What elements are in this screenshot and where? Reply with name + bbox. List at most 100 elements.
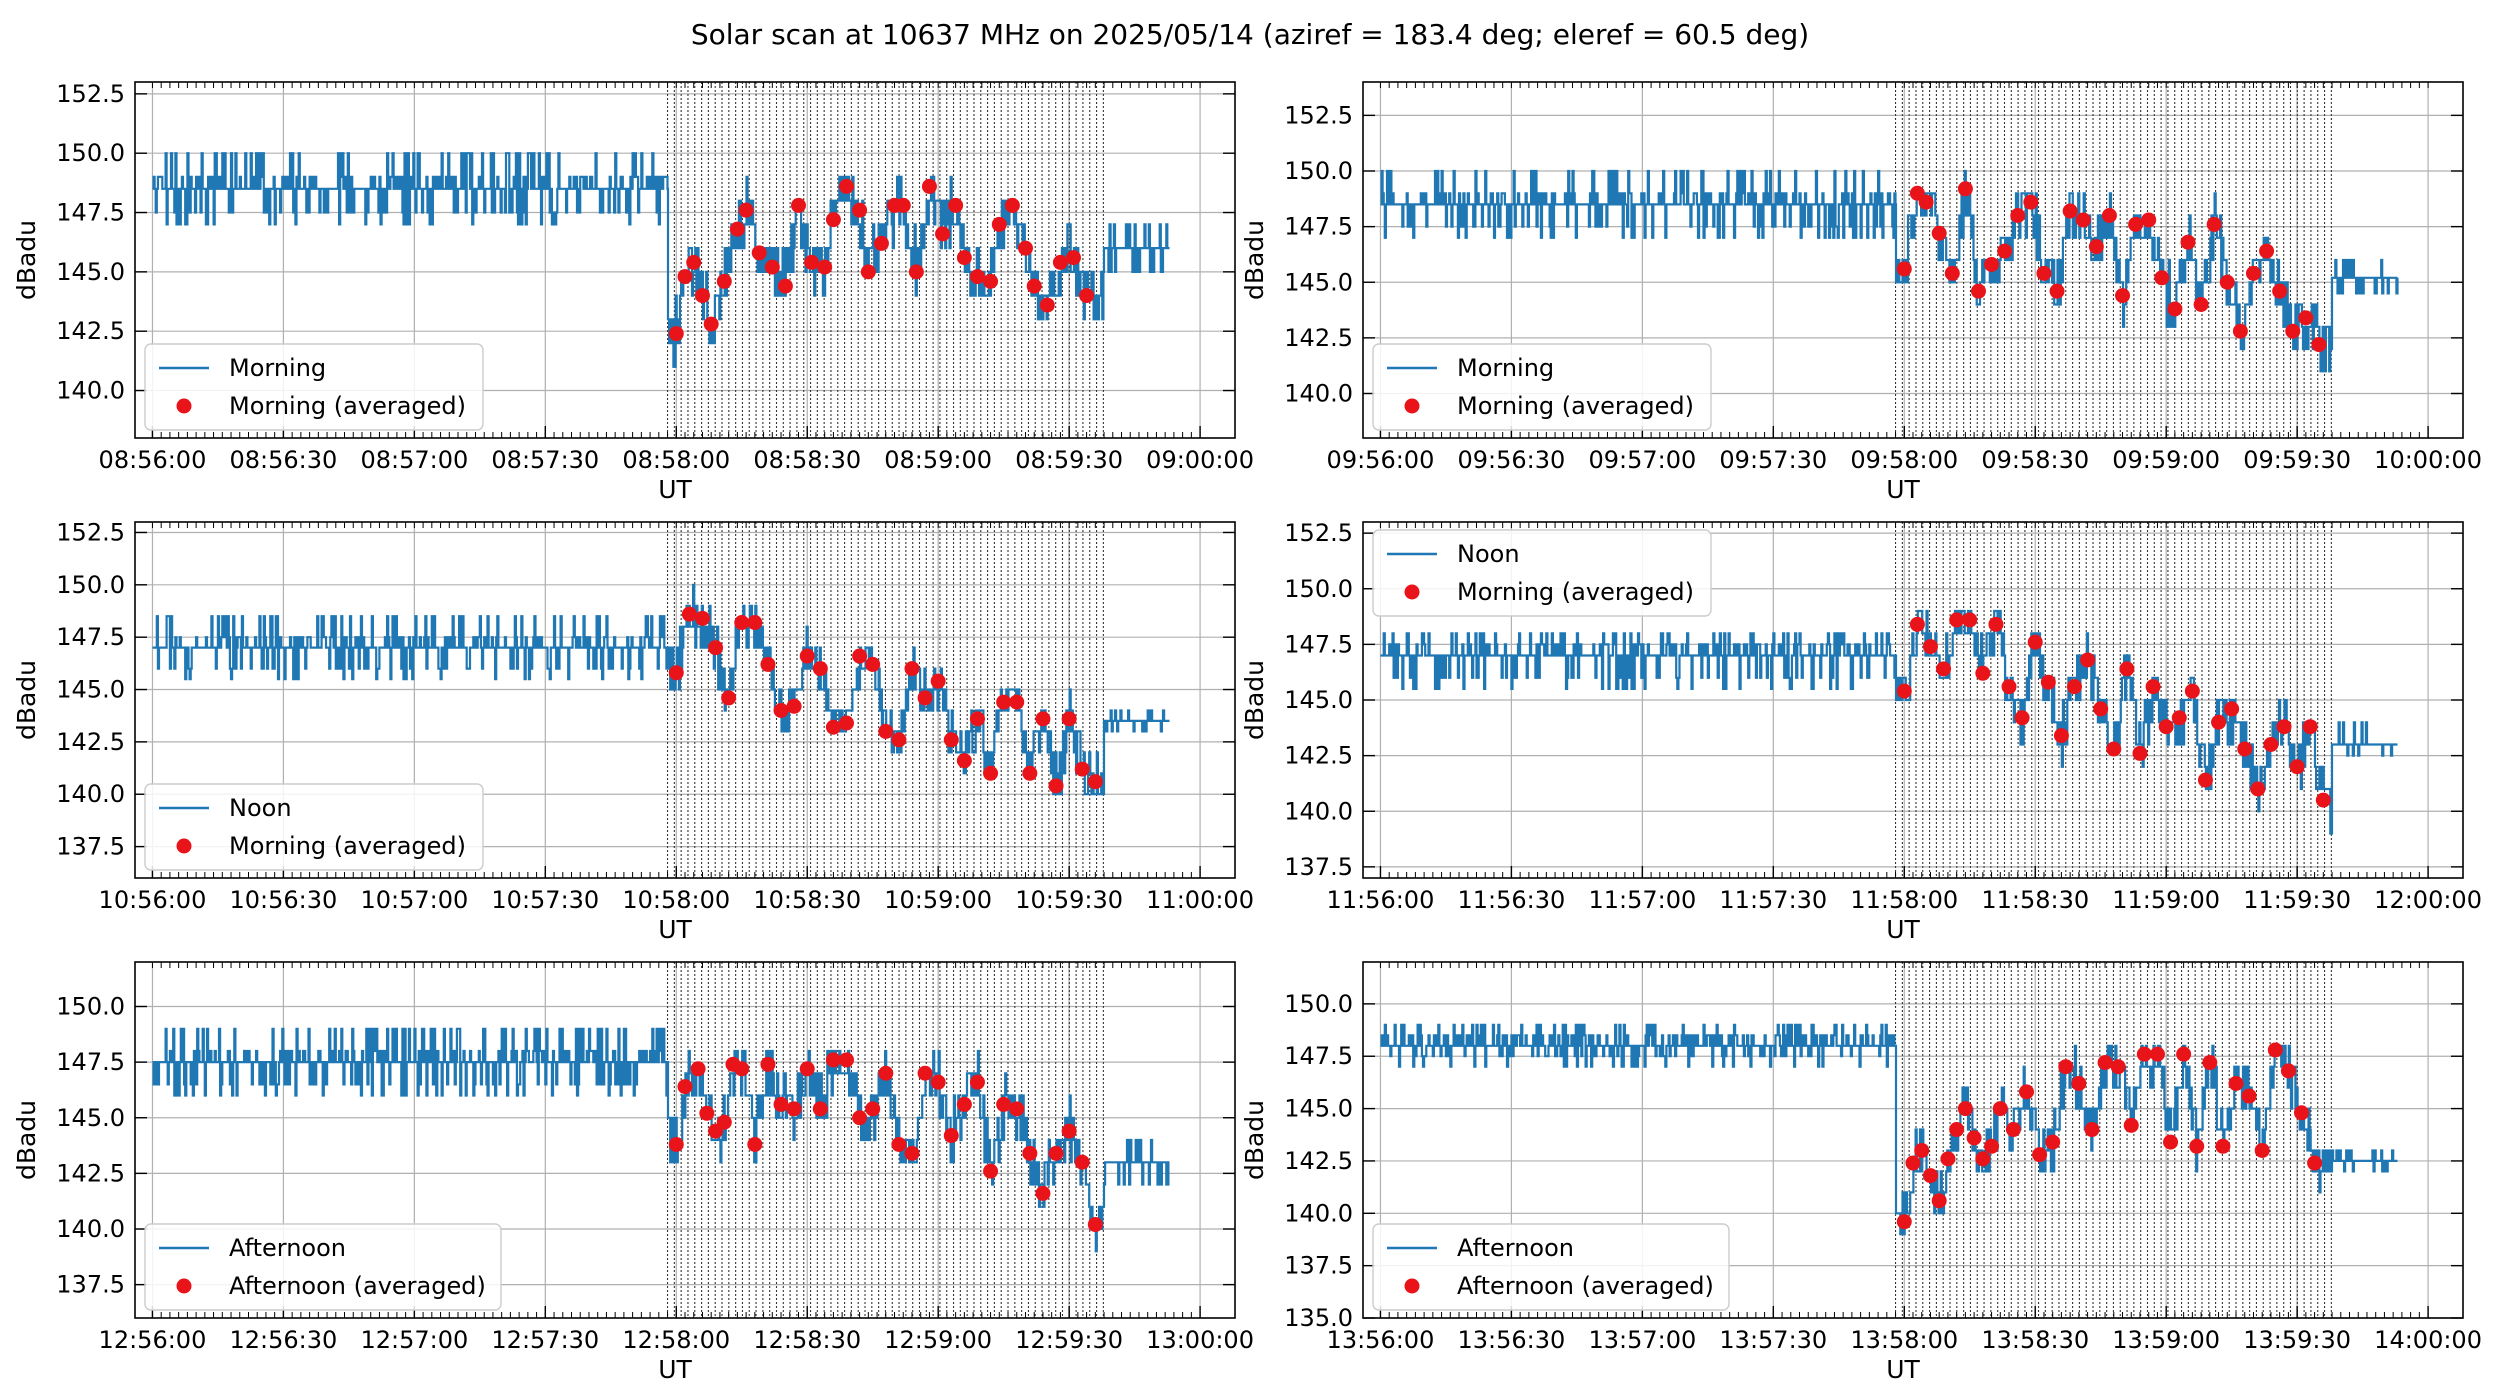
averaged-point xyxy=(2080,652,2096,668)
averaged-point xyxy=(817,259,833,275)
averaged-point xyxy=(865,656,881,672)
averaged-point xyxy=(2232,323,2248,339)
averaged-point xyxy=(734,1061,750,1077)
averaged-point xyxy=(1949,612,1965,628)
y-tick-label: 142.5 xyxy=(1284,742,1353,770)
y-tick-label: 137.5 xyxy=(1284,853,1353,881)
averaged-point xyxy=(1949,1122,1965,1138)
averaged-point xyxy=(1988,616,2004,632)
averaged-point xyxy=(2036,265,2052,281)
averaged-point xyxy=(668,665,684,681)
y-tick-label: 140.0 xyxy=(56,377,125,405)
y-axis-label: dBadu xyxy=(12,660,41,740)
averaged-point xyxy=(790,197,806,213)
averaged-point xyxy=(1992,1101,2008,1117)
averaged-points xyxy=(1896,612,2331,808)
legend-dot-label: Morning (averaged) xyxy=(229,392,466,420)
legend-dot-swatch xyxy=(176,1278,192,1294)
averaged-point xyxy=(2289,759,2305,775)
averaged-point xyxy=(2202,1055,2218,1071)
averaged-point xyxy=(852,648,868,664)
averaged-point xyxy=(1914,1142,1930,1158)
averaged-point xyxy=(1048,778,1064,794)
averaged-point xyxy=(2197,772,2213,788)
averaged-point xyxy=(1009,1101,1025,1117)
x-tick-label: 11:00:00 xyxy=(1146,886,1254,914)
x-tick-label: 10:59:00 xyxy=(884,886,992,914)
x-tick-label: 13:59:30 xyxy=(2243,1326,2351,1354)
averaged-point xyxy=(2018,1084,2034,1100)
averaged-point xyxy=(2315,792,2331,808)
y-tick-label: 147.5 xyxy=(1284,213,1353,241)
averaged-point xyxy=(839,178,855,194)
averaged-point xyxy=(2010,208,2026,223)
x-tick-label: 11:56:00 xyxy=(1327,886,1435,914)
averaged-point xyxy=(2158,719,2174,735)
averaged-point xyxy=(1035,711,1051,727)
averaged-point xyxy=(839,715,855,731)
legend-line-label: Noon xyxy=(1457,540,1520,568)
x-tick-label: 12:00:00 xyxy=(2374,886,2482,914)
x-tick-label: 10:58:30 xyxy=(753,886,861,914)
legend-dot-swatch xyxy=(176,398,192,414)
averaged-point xyxy=(734,615,750,631)
averaged-point xyxy=(1035,1185,1051,1201)
y-tick-label: 142.5 xyxy=(1284,1147,1353,1175)
x-tick-label: 08:58:30 xyxy=(753,446,861,474)
y-tick-label: 150.0 xyxy=(1284,575,1353,603)
averaged-point xyxy=(2250,781,2266,797)
averaged-point xyxy=(760,656,776,672)
averaged-point xyxy=(2180,234,2196,250)
averaged-point xyxy=(812,661,828,677)
averaged-point xyxy=(773,1096,789,1112)
scan-marker-lines xyxy=(666,522,1104,878)
x-tick-label: 10:57:30 xyxy=(491,886,599,914)
legend-dot-swatch xyxy=(1404,584,1420,600)
averaged-point xyxy=(1922,1168,1938,1184)
legend: Morning Morning (averaged) xyxy=(1372,343,1712,431)
legend-dot-swatch xyxy=(176,838,192,854)
x-tick-label: 13:59:00 xyxy=(2112,1326,2220,1354)
averaged-point xyxy=(1061,1123,1077,1139)
x-tick-label: 08:56:30 xyxy=(230,446,338,474)
x-axis-label: UT xyxy=(1886,475,1920,504)
scan-marker-lines xyxy=(666,82,1104,438)
averaged-point xyxy=(839,1052,855,1068)
averaged-point xyxy=(1026,278,1042,294)
x-tick-label: 12:59:30 xyxy=(1015,1326,1123,1354)
x-tick-label: 10:56:30 xyxy=(230,886,338,914)
averaged-point xyxy=(969,1074,985,1090)
x-tick-label: 13:56:30 xyxy=(1458,1326,1566,1354)
averaged-point xyxy=(2115,288,2131,304)
y-tick-label: 150.0 xyxy=(1284,157,1353,185)
legend-line-label: Afternoon xyxy=(1457,1234,1574,1262)
legend-line-label: Morning xyxy=(229,354,326,382)
averaged-point xyxy=(2189,1138,2205,1154)
averaged-point xyxy=(956,753,972,769)
x-tick-label: 12:58:00 xyxy=(622,1326,730,1354)
averaged-point xyxy=(2071,1075,2087,1091)
y-axis-label: dBadu xyxy=(12,220,41,300)
x-tick-label: 09:57:00 xyxy=(1588,446,1696,474)
y-tick-label: 145.0 xyxy=(1284,1095,1353,1123)
scan-marker-lines xyxy=(666,962,1104,1318)
averaged-point xyxy=(1079,288,1095,304)
averaged-point xyxy=(2062,203,2078,219)
legend: Afternoon Afternoon (averaged) xyxy=(144,1223,502,1311)
averaged-point xyxy=(2167,301,2183,317)
legend-dot-label: Morning (averaged) xyxy=(229,832,466,860)
averaged-point xyxy=(2154,270,2170,286)
averaged-point xyxy=(2049,283,2065,299)
averaged-point xyxy=(1048,1145,1064,1161)
averaged-point xyxy=(983,273,999,289)
scan-marker-lines xyxy=(1894,522,2332,878)
averaged-point xyxy=(991,216,1007,232)
averaged-point xyxy=(2163,1134,2179,1150)
averaged-point xyxy=(2215,1138,2231,1154)
averaged-point xyxy=(943,1128,959,1144)
legend: Noon Morning (averaged) xyxy=(144,783,484,871)
averaged-point xyxy=(716,1114,732,1130)
y-tick-label: 140.0 xyxy=(56,1215,125,1243)
x-axis-label: UT xyxy=(658,1355,692,1384)
